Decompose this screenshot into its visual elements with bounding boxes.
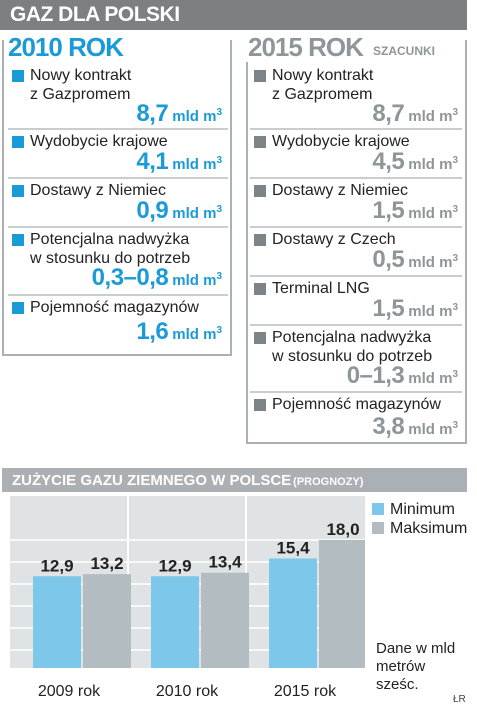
left-item-storage: Pojemność magazynów 1,6 mld m3 xyxy=(12,298,228,348)
legend-label-maksimum: Maksimum xyxy=(390,520,468,537)
bullet-icon xyxy=(254,399,266,411)
units-note: Dane w mld metrów sześc. xyxy=(376,640,456,693)
data-label: 13,4 xyxy=(208,553,242,572)
legend-swatch-minimum xyxy=(372,503,384,515)
right-item-contract: Nowy kontrakt z Gazpromem 8,7 mld m3 xyxy=(254,66,464,127)
divider xyxy=(250,177,462,179)
chart-title: ZUŻYCIE GAZU ZIEMNEGO W POLSCE (PROGNOZY) xyxy=(12,472,364,489)
x-tick-label: 2015 rok xyxy=(274,683,337,700)
bar-minimum-2 xyxy=(269,558,317,668)
divider xyxy=(250,324,462,326)
item-value: 4,5 mld m3 xyxy=(372,148,458,175)
divider xyxy=(8,226,228,228)
right-item-storage: Pojemność magazynów 3,8 mld m3 xyxy=(254,395,464,443)
divider xyxy=(250,128,462,130)
data-label: 12,9 xyxy=(158,556,191,575)
item-value: 1,5 mld m3 xyxy=(372,295,458,322)
right-item-czech: Dostawy z Czech 0,5 mld m3 xyxy=(254,230,464,274)
legend-label-minimum: Minimum xyxy=(390,501,455,518)
author-credit: ŁR xyxy=(453,694,466,705)
divider xyxy=(8,128,228,130)
chart-subtitle: (PROGNOZY) xyxy=(293,476,364,488)
right-item-surplus: Potencjalna nadwyżka w stosunku do potrz… xyxy=(254,328,464,390)
chart-title-banner: ZUŻYCIE GAZU ZIEMNEGO W POLSCE (PROGNOZY) xyxy=(2,468,467,492)
year-2015-heading: 2015 ROK xyxy=(246,32,366,62)
divider xyxy=(250,226,462,228)
page-title: GAZ DLA POLSKI xyxy=(10,3,180,26)
item-value: 4,1 mld m3 xyxy=(136,148,222,175)
divider xyxy=(250,275,462,277)
bullet-icon xyxy=(12,302,24,314)
bullet-icon xyxy=(254,332,266,344)
data-label: 18,0 xyxy=(326,520,359,539)
data-label: 12,9 xyxy=(40,556,73,575)
item-value: 0–1,3 mld m3 xyxy=(346,362,458,389)
consumption-bar-chart: 12,9 13,2 2009 rok 12,9 13,4 2010 rok 15,4 18,0… xyxy=(10,496,365,700)
bullet-icon xyxy=(12,185,24,197)
bar-minimum-0 xyxy=(33,576,81,668)
header-banner: GAZ DLA POLSKI xyxy=(0,0,467,30)
legend-swatch-maksimum xyxy=(372,522,384,534)
x-tick-label: 2009 rok xyxy=(38,683,101,700)
bar-minimum-1 xyxy=(151,576,199,668)
year-2010-heading: 2010 ROK xyxy=(8,32,126,62)
item-value: 1,6 mld m3 xyxy=(136,318,222,345)
item-value: 0,3–0,8 mld m3 xyxy=(91,264,222,291)
item-value: 8,7 mld m3 xyxy=(136,100,222,127)
right-item-domestic: Wydobycie krajowe 4,5 mld m3 xyxy=(254,132,464,176)
item-label: Nowy kontrakt z Gazpromem xyxy=(30,67,132,103)
bullet-icon xyxy=(254,283,266,295)
item-label: Wydobycie krajowe xyxy=(30,133,168,150)
left-item-germany: Dostawy z Niemiec 0,9 mld m3 xyxy=(12,181,228,225)
left-item-contract: Nowy kontrakt z Gazpromem 8,7 mld m3 xyxy=(12,66,228,127)
bar-maksimum-2 xyxy=(319,540,365,668)
item-label: Dostawy z Czech xyxy=(272,231,396,248)
panel-2010 xyxy=(2,40,232,356)
panel-2015 xyxy=(246,40,467,444)
bullet-icon xyxy=(254,70,266,82)
divider xyxy=(8,177,228,179)
right-item-germany: Dostawy z Niemiec 1,5 mld m3 xyxy=(254,181,464,225)
bullet-icon xyxy=(254,185,266,197)
item-value: 3,8 mld m3 xyxy=(372,413,458,440)
bullet-icon xyxy=(254,136,266,148)
data-label: 15,4 xyxy=(276,538,310,557)
bar-maksimum-0 xyxy=(83,574,131,668)
bar-maksimum-1 xyxy=(201,572,249,668)
item-label: Potencjalna nadwyżka w stosunku do potrz… xyxy=(30,231,191,267)
item-label: Nowy kontrakt z Gazpromem xyxy=(272,67,374,103)
bullet-icon xyxy=(12,70,24,82)
item-label: Wydobycie krajowe xyxy=(272,133,410,150)
bullet-icon xyxy=(254,234,266,246)
item-value: 0,9 mld m3 xyxy=(136,197,222,224)
right-item-lng: Terminal LNG 1,5 mld m3 xyxy=(254,279,464,323)
item-label: Terminal LNG xyxy=(272,280,370,297)
item-value: 1,5 mld m3 xyxy=(372,197,458,224)
divider xyxy=(8,294,228,296)
estimates-label: SZACUNKI xyxy=(373,44,435,58)
item-label: Dostawy z Niemiec xyxy=(30,182,167,199)
item-label: Potencjalna nadwyżka w stosunku do potrz… xyxy=(272,329,433,365)
left-item-domestic: Wydobycie krajowe 4,1 mld m3 xyxy=(12,132,228,176)
left-item-surplus: Potencjalna nadwyżka w stosunku do potrz… xyxy=(12,230,228,292)
item-label: Pojemność magazynów xyxy=(30,299,199,316)
bullet-icon xyxy=(12,136,24,148)
divider xyxy=(250,391,462,393)
x-tick-label: 2010 rok xyxy=(156,683,219,700)
item-label: Dostawy z Niemiec xyxy=(272,182,409,199)
data-label: 13,2 xyxy=(90,554,123,573)
item-value: 8,7 mld m3 xyxy=(372,100,458,127)
item-label: Pojemność magazynów xyxy=(272,396,441,413)
bullet-icon xyxy=(12,234,24,246)
item-value: 0,5 mld m3 xyxy=(372,246,458,273)
